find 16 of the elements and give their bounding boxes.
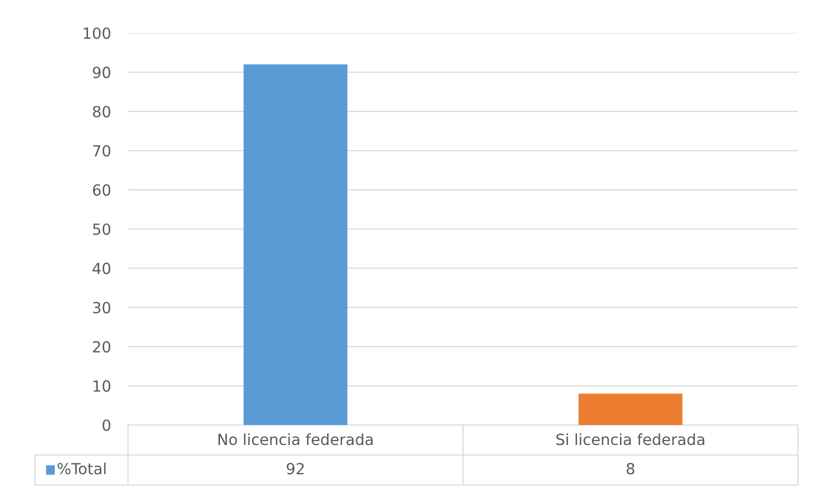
x-tick-label: Si licencia federada [556,433,704,446]
y-tick-label: 0 [102,419,110,432]
data-label: 92 [286,462,304,474]
data-label: 8 [626,462,634,474]
y-tick-label: 20 [93,341,110,353]
y-tick-label: 100 [84,27,110,40]
y-tick-label: 40 [92,262,110,274]
y-tick-label: 60 [92,184,110,196]
y-tick-label: 80 [92,106,110,118]
y-tick-label: 50 [93,223,110,236]
legend-label: %Total [58,462,106,474]
y-tick-label: 10 [94,380,110,392]
y-tick-label: 30 [93,302,110,314]
y-tick-label: 90 [92,66,110,78]
x-tick-label: No licencia federada [218,433,373,446]
y-tick-label: 70 [93,145,110,157]
